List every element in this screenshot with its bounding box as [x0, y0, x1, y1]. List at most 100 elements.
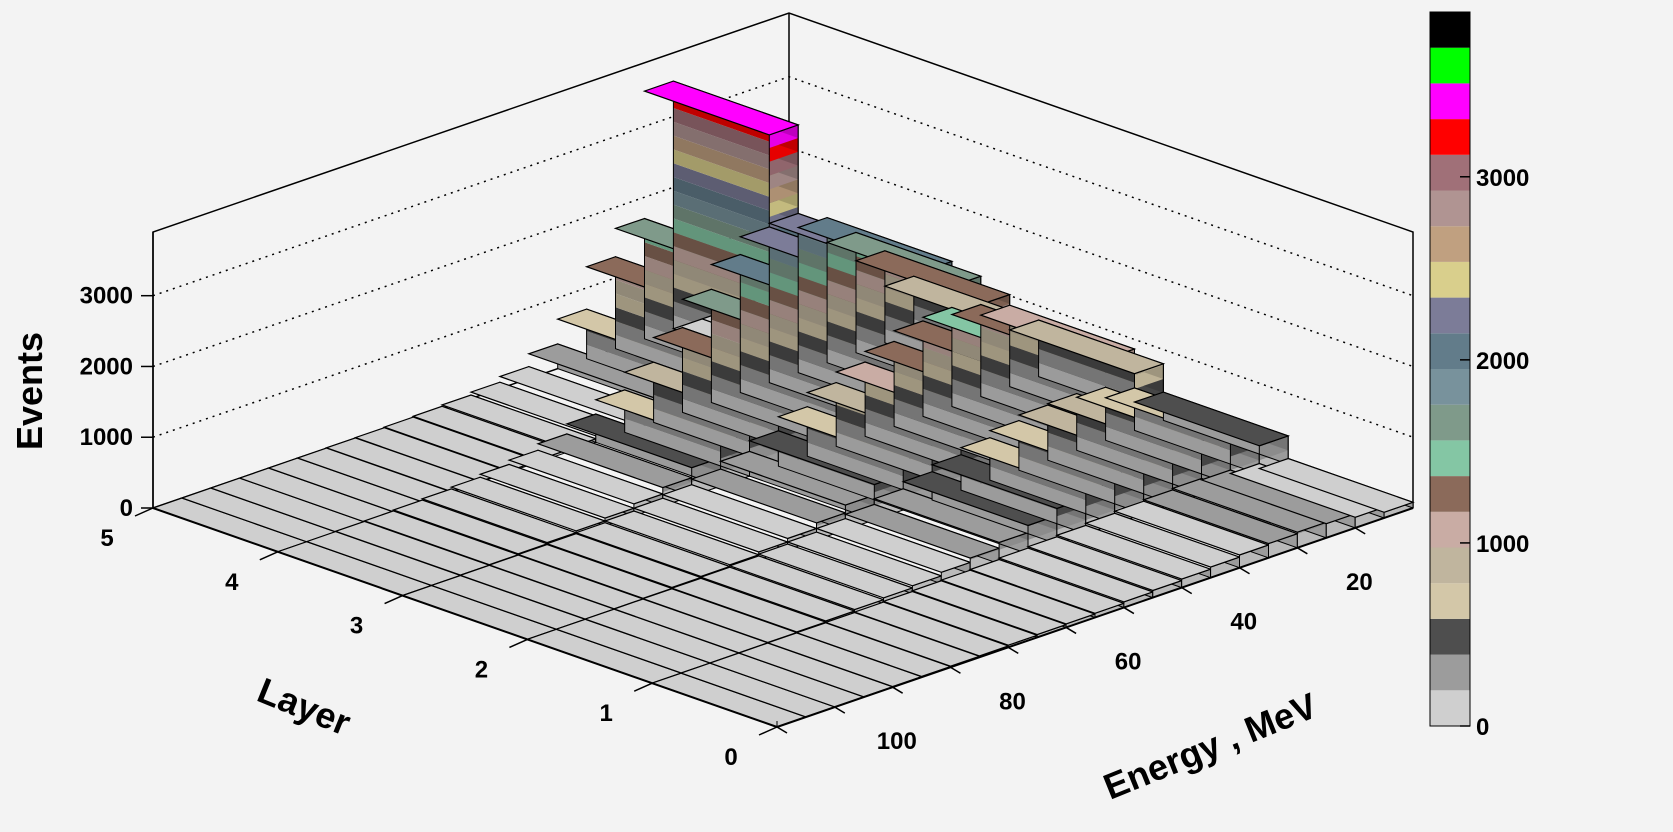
- bar-side-face: [673, 218, 799, 276]
- bar-side-face: [1076, 436, 1202, 495]
- layer-tick-label: 2: [475, 656, 488, 683]
- bar-top-face: [420, 488, 578, 544]
- bar-top-face: [854, 250, 1012, 306]
- layer-tick: [633, 682, 653, 692]
- layer-tick: [758, 726, 778, 736]
- bar-side-face: [1047, 446, 1173, 504]
- bar-top-face: [632, 497, 790, 553]
- palette-swatch: [1430, 369, 1470, 405]
- palette-swatch: [1430, 261, 1470, 298]
- lego-bar: [1026, 536, 1184, 599]
- x-axis-title: Energy , MeV: [1098, 685, 1323, 808]
- bar-front-face: [1123, 591, 1153, 608]
- bar-side-face: [807, 442, 933, 500]
- energy-tick: [1296, 547, 1308, 555]
- bar-side-face: [673, 163, 799, 221]
- lego-bar: [872, 488, 1030, 565]
- grid-line: [152, 75, 1414, 297]
- layer-tick: [384, 594, 403, 605]
- energy-tick: [1239, 567, 1250, 575]
- bar-top-face: [1132, 391, 1291, 447]
- color-palette: 0 1000 2000 3000: [1429, 11, 1529, 741]
- z-tick-label: 3000: [80, 283, 133, 310]
- layer-tick-label: 3: [350, 613, 363, 640]
- palette-swatch: [1430, 190, 1470, 227]
- palette-tick-label: 2000: [1476, 348, 1529, 375]
- energy-tick: [1123, 606, 1135, 615]
- layer-tick-label: 5: [100, 525, 113, 552]
- palette-swatch: [1430, 154, 1470, 191]
- bar-top-face: [718, 450, 877, 506]
- bar-top-face: [699, 566, 857, 622]
- bar-side-face: [1134, 416, 1260, 475]
- bar-top-face: [670, 577, 828, 633]
- bar-top-face: [756, 543, 915, 599]
- bar-top-face: [1170, 477, 1329, 533]
- lego-bar: [689, 468, 848, 541]
- z-axis-title: Events: [9, 332, 50, 450]
- bar-side-face: [1105, 426, 1231, 485]
- bar-top-face: [881, 590, 1040, 646]
- lego-bar: [939, 569, 1097, 629]
- layer-tick-label: 1: [600, 700, 613, 727]
- layer-tick: [134, 507, 154, 517]
- y-axis-title: Layer: [252, 669, 356, 743]
- palette-swatch: [1430, 690, 1470, 726]
- bar-front-face: [1095, 603, 1124, 618]
- bar-side-face: [923, 402, 1048, 461]
- layer-tick: [509, 638, 528, 649]
- palette-swatch: [1430, 297, 1470, 334]
- palette-swatch: [1430, 583, 1470, 619]
- lego-bar: [382, 416, 540, 473]
- bar-top-face: [1112, 500, 1271, 556]
- bar-top-face: [689, 468, 848, 524]
- floor-axes: 0 1 2 3 4 5 100 80 60 40 20 0 1000 2000 3000: [80, 232, 1414, 771]
- bar-top-face: [574, 522, 732, 578]
- lego-bars: [151, 80, 1415, 728]
- bar-top-face: [872, 488, 1030, 544]
- bar-front-face: [1384, 502, 1413, 518]
- palette-tick-label: 0: [1476, 714, 1489, 741]
- palette-tick-label: 3000: [1476, 165, 1529, 192]
- z-tick-label: 2000: [80, 353, 133, 380]
- bar-top-face: [660, 484, 819, 540]
- energy-tick: [1065, 626, 1077, 635]
- palette-swatch: [1430, 476, 1470, 512]
- bar-side-face: [673, 204, 799, 263]
- bar-side-face: [673, 108, 799, 166]
- lego-bar: [1007, 319, 1166, 432]
- bar-top-face: [411, 405, 569, 461]
- z-tick-label: 0: [120, 495, 133, 522]
- energy-tick: [1007, 646, 1019, 655]
- palette-swatch: [1430, 119, 1470, 155]
- bar-side-face: [673, 121, 799, 180]
- lego-bar: [997, 547, 1155, 609]
- lego-bar: [968, 558, 1126, 619]
- bar-side-face: [673, 177, 799, 235]
- bar-top-face: [536, 433, 694, 489]
- bar-top-face: [1141, 489, 1300, 545]
- energy-tick: [834, 706, 846, 714]
- bar-top-face: [1055, 524, 1213, 580]
- bar-top-face: [1007, 319, 1166, 375]
- energy-tick: [892, 686, 904, 694]
- layer-tick-label: 0: [724, 744, 737, 771]
- lego-bar: [632, 497, 790, 561]
- bar-side-face: [711, 388, 837, 447]
- palette-swatch: [1430, 618, 1470, 655]
- bar-top-face: [507, 449, 665, 505]
- bar-top-face: [391, 499, 549, 555]
- energy-axis-line: [776, 507, 1414, 728]
- palette-swatch: [1430, 547, 1470, 584]
- layer-tick-label: 4: [225, 569, 239, 596]
- bar-top-face: [1228, 462, 1386, 518]
- lego-bar: [1257, 457, 1415, 519]
- bar-top-face: [545, 533, 703, 589]
- energy-tick-label: 80: [999, 688, 1026, 715]
- bar-side-face: [989, 466, 1115, 524]
- palette-swatch: [1430, 12, 1470, 48]
- lego-bar: [507, 449, 665, 517]
- bar-top-face: [785, 531, 944, 587]
- energy-tick-label: 20: [1346, 569, 1373, 596]
